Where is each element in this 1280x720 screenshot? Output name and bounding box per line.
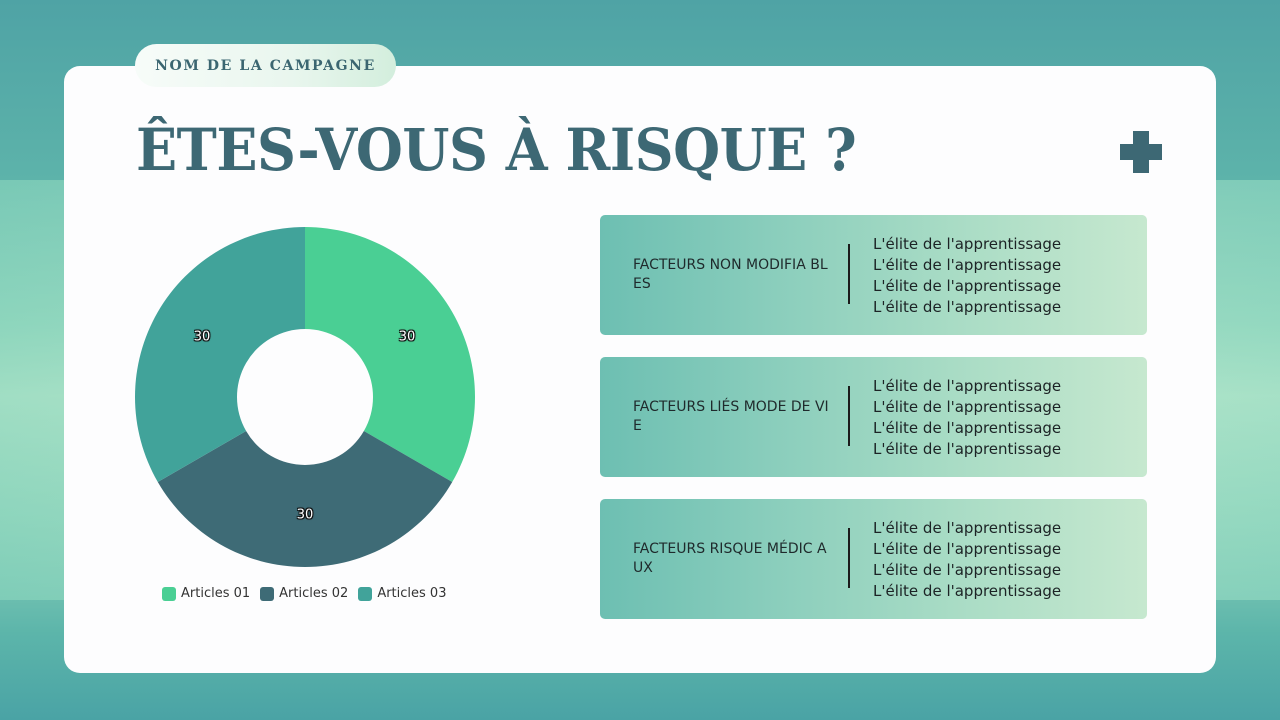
- legend-swatch-icon: [358, 586, 373, 601]
- plus-cross-icon: [1120, 131, 1162, 173]
- legend-label: Articles 03: [377, 586, 447, 601]
- slice-articles-01[interactable]: [305, 227, 475, 482]
- panel-item-list: L'élite de l'apprentissage L'élite de l'…: [873, 234, 1061, 318]
- risk-panel-medical: FACTEURS RISQUE MÉDIC AUX L'élite de l'a…: [600, 499, 1147, 619]
- chart-legend: Articles 01 Articles 02 Articles 03: [162, 586, 446, 601]
- legend-swatch-icon: [260, 586, 275, 601]
- slice-articles-03[interactable]: [135, 227, 305, 482]
- panel-title: FACTEURS NON MODIFIA BLES: [633, 257, 828, 292]
- panel-item: L'élite de l'apprentissage: [873, 440, 1062, 458]
- panel-item: L'élite de l'apprentissage: [873, 277, 1062, 295]
- panel-item-list: L'élite de l'apprentissage L'élite de l'…: [873, 376, 1061, 460]
- legend-item-articles-02[interactable]: Articles 02: [260, 586, 348, 601]
- panel-item-list: L'élite de l'apprentissage L'élite de l'…: [873, 518, 1061, 602]
- panel-divider: [848, 528, 850, 588]
- slice-label-articles-03: 30: [193, 329, 211, 345]
- legend-label: Articles 02: [279, 586, 349, 601]
- panel-item: L'élite de l'apprentissage: [873, 298, 1062, 316]
- panel-item: L'élite de l'apprentissage: [873, 235, 1062, 253]
- panel-divider: [848, 244, 850, 304]
- legend-item-articles-01[interactable]: Articles 01: [162, 586, 250, 601]
- campaign-tag: NOM DE LA CAMPAGNE: [135, 44, 396, 87]
- panel-item: L'élite de l'apprentissage: [873, 377, 1062, 395]
- slice-articles-02[interactable]: [157, 431, 453, 567]
- donut-chart-svg: [135, 227, 475, 567]
- panel-item: L'élite de l'apprentissage: [873, 419, 1062, 437]
- panel-title: FACTEURS RISQUE MÉDIC AUX: [633, 541, 827, 576]
- panel-item: L'élite de l'apprentissage: [873, 540, 1062, 558]
- risk-panel-lifestyle: FACTEURS LIÉS MODE DE VIE L'élite de l'a…: [600, 357, 1147, 477]
- donut-chart: 30 30 30: [135, 227, 475, 567]
- panel-divider: [848, 386, 850, 446]
- panel-item: L'élite de l'apprentissage: [873, 519, 1062, 537]
- panel-item: L'élite de l'apprentissage: [873, 256, 1062, 274]
- page-title: ÊTES-VOUS À RISQUE ?: [136, 116, 857, 184]
- legend-swatch-icon: [162, 586, 176, 601]
- panel-item: L'élite de l'apprentissage: [873, 398, 1062, 416]
- panel-item: L'élite de l'apprentissage: [873, 582, 1062, 600]
- legend-label: Articles 01: [181, 586, 251, 601]
- legend-item-articles-03[interactable]: Articles 03: [358, 586, 446, 601]
- campaign-tag-label: NOM DE LA CAMPAGNE: [155, 57, 376, 74]
- panel-item: L'élite de l'apprentissage: [873, 561, 1062, 579]
- risk-panel-non-modifiable: FACTEURS NON MODIFIA BLES L'élite de l'a…: [600, 215, 1147, 335]
- panel-title: FACTEURS LIÉS MODE DE VIE: [633, 399, 829, 434]
- slice-label-articles-01: 30: [398, 329, 416, 345]
- slice-label-articles-02: 30: [296, 507, 314, 523]
